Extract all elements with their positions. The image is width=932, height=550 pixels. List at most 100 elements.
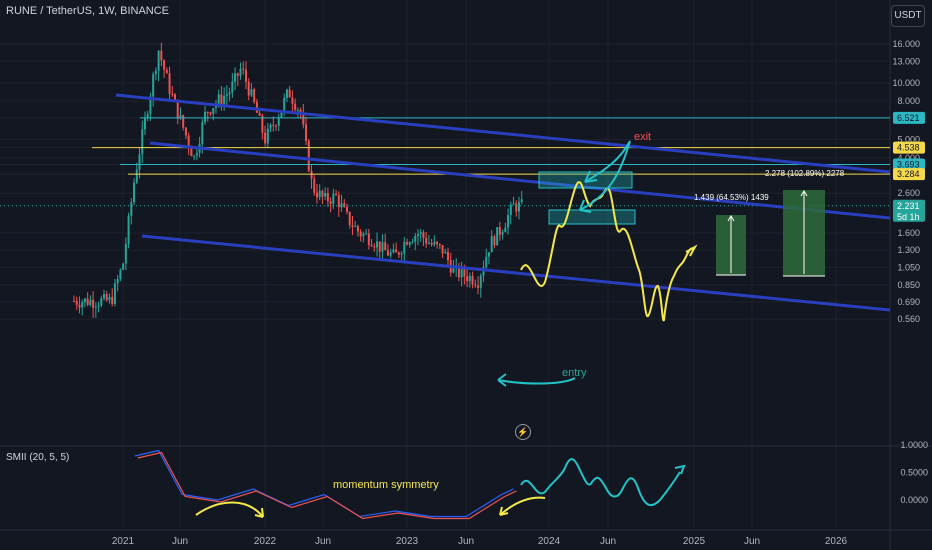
candle [433, 241, 436, 245]
candle [392, 249, 395, 253]
candle [174, 94, 177, 100]
price-tick-label: 1.050 [897, 263, 920, 273]
indicator-title: SMII (20, 5, 5) [6, 452, 70, 463]
entry-arrow [497, 377, 576, 385]
candle [133, 182, 136, 203]
candle [283, 97, 286, 111]
candle [362, 233, 365, 237]
price-tick-label: 5.000 [897, 135, 920, 145]
candle [507, 215, 510, 228]
candle [105, 293, 108, 301]
candle [400, 253, 403, 255]
candle [343, 203, 346, 207]
momentum-arrowhead-right [499, 506, 509, 516]
candle [209, 112, 212, 115]
candle [288, 89, 291, 98]
candle [206, 111, 209, 113]
time-tick-label: 2021 [112, 536, 135, 547]
channel-lower-line [141, 234, 891, 312]
candle [261, 115, 264, 133]
candle [280, 110, 283, 118]
candle [138, 154, 141, 170]
candle [422, 232, 425, 238]
price-tag-label: 6.521 [897, 113, 920, 123]
smi-projection-arrowhead [674, 464, 686, 475]
candle [367, 233, 370, 245]
candle [346, 206, 348, 212]
candle [430, 242, 433, 245]
price-tag [893, 141, 925, 154]
candle [220, 94, 223, 104]
channel-middle-line [149, 141, 891, 220]
candle [231, 81, 234, 93]
candle [204, 111, 207, 123]
time-tick-label: Jun [458, 536, 474, 547]
candles [73, 42, 523, 318]
candle [277, 117, 280, 126]
candle [89, 299, 92, 305]
candle [157, 50, 160, 71]
candle [501, 232, 504, 235]
candle [414, 235, 417, 242]
candle [474, 284, 477, 286]
momentum-arrow-right [499, 496, 546, 516]
candle [236, 73, 239, 76]
candle [97, 305, 100, 307]
candle [479, 275, 482, 288]
candle [438, 244, 441, 246]
time-tick-label: Jun [172, 536, 188, 547]
candle [160, 50, 163, 61]
candle [266, 128, 269, 144]
price-tag [893, 111, 925, 124]
price-tick-label: 16.000 [892, 39, 920, 49]
candle [354, 226, 357, 228]
candle [444, 251, 447, 254]
candle [163, 60, 166, 70]
time-tick-label: 2024 [538, 536, 561, 547]
exit-arrowhead-2 [579, 199, 592, 213]
price-tick-label: 0.560 [897, 314, 920, 324]
smi-line [134, 449, 514, 518]
candle [187, 135, 190, 148]
price-tick-label: 2.600 [897, 188, 920, 198]
time-tick-label: Jun [600, 536, 616, 547]
candle [176, 99, 179, 119]
candle [471, 275, 474, 285]
candle [291, 97, 294, 104]
candle [365, 233, 368, 235]
exit-arrows [579, 140, 631, 211]
retest-zone-box [548, 209, 636, 225]
candle [496, 227, 499, 246]
candle [152, 74, 155, 97]
candle [460, 268, 463, 278]
price-tag-label: 3.693 [897, 159, 920, 169]
candle [468, 275, 471, 282]
candle [329, 201, 332, 204]
candle [302, 112, 305, 125]
candle [403, 242, 406, 254]
candle [135, 169, 138, 183]
candle [359, 231, 362, 237]
candle [195, 152, 198, 156]
candle [482, 267, 485, 276]
lightning-icon[interactable]: ⚡ [515, 424, 531, 440]
price-tick-label: 4.000 [897, 153, 920, 163]
candle [463, 268, 466, 277]
candle [83, 298, 86, 303]
price-projection-path [520, 181, 693, 322]
candle [124, 243, 127, 264]
candle [81, 302, 84, 308]
time-tick-label: Jun [315, 536, 331, 547]
candle [419, 232, 422, 235]
price-tag-label: 2.231 [897, 201, 920, 211]
target1-label: 1.439 (64.53%) 1439 [694, 193, 769, 202]
currency-button[interactable]: USDT [891, 5, 925, 27]
smi-projection-path [520, 458, 681, 507]
candle [315, 192, 318, 198]
target2-label: 2.278 (102.89%) 2278 [765, 169, 845, 178]
candle [326, 192, 329, 202]
price-tag [893, 199, 925, 222]
candle [122, 263, 125, 270]
candle [242, 68, 245, 70]
